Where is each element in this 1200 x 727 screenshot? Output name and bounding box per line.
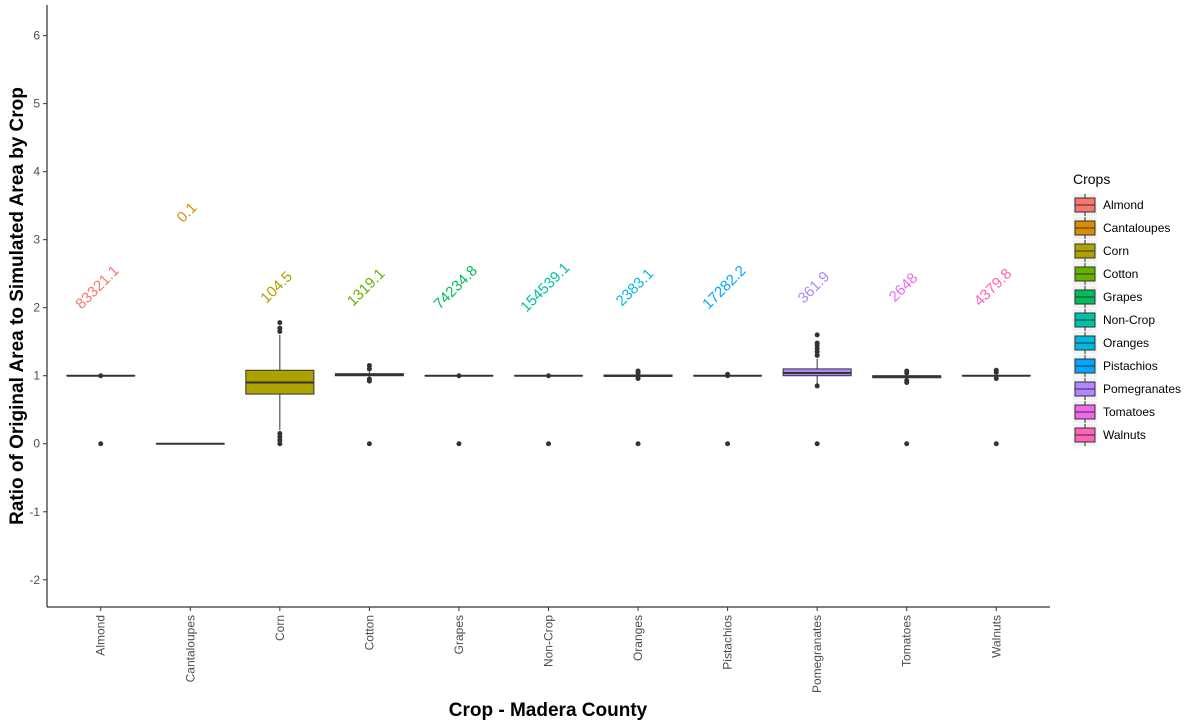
x-axis-title: Crop - Madera County xyxy=(449,700,648,721)
count-label: 83321.1 xyxy=(72,262,122,312)
outlier xyxy=(456,441,462,447)
outlier xyxy=(725,441,731,447)
outlier xyxy=(814,332,820,338)
outlier xyxy=(904,441,910,447)
outlier xyxy=(814,383,820,389)
legend-label: Oranges xyxy=(1103,336,1149,350)
legend-label: Pomegranates xyxy=(1103,382,1181,396)
outlier xyxy=(98,441,104,447)
outlier xyxy=(635,441,641,447)
outlier xyxy=(904,368,910,374)
y-tick-label: 4 xyxy=(33,165,40,179)
count-label: 361.9 xyxy=(795,268,834,307)
count-label: 2383.1 xyxy=(613,265,657,309)
count-label: 1319.1 xyxy=(344,265,388,309)
legend-label: Non-Crop xyxy=(1103,313,1155,327)
outlier xyxy=(277,325,283,331)
y-tick-label: -2 xyxy=(29,573,40,587)
legend-title: Crops xyxy=(1073,171,1110,187)
outlier xyxy=(904,377,910,383)
x-tick-label: Tomatoes xyxy=(900,615,914,667)
count-label: 2648 xyxy=(886,270,922,306)
y-tick-label: 5 xyxy=(33,97,40,111)
x-tick-label: Oranges xyxy=(631,615,645,661)
x-tick-label: Pistachios xyxy=(721,615,735,670)
outlier xyxy=(546,373,551,379)
y-tick-label: 3 xyxy=(33,233,40,247)
x-tick-label: Almond xyxy=(94,615,108,656)
outlier xyxy=(366,376,372,382)
legend-label: Cantaloupes xyxy=(1103,221,1170,235)
y-tick-label: 6 xyxy=(33,29,40,43)
outlier xyxy=(725,371,731,377)
count-label: 154539.1 xyxy=(517,259,573,315)
count-label: 104.5 xyxy=(257,268,296,307)
count-label: 4379.8 xyxy=(971,265,1015,309)
x-tick-label: Pomegranates xyxy=(810,615,824,693)
outlier xyxy=(993,441,999,447)
outlier xyxy=(814,340,820,346)
outlier xyxy=(277,320,283,326)
legend-label: Tomatoes xyxy=(1103,405,1155,419)
x-tick-label: Non-Crop xyxy=(542,615,556,667)
legend-label: Corn xyxy=(1103,244,1129,258)
outlier xyxy=(993,375,999,381)
outlier xyxy=(635,375,641,381)
legend-label: Pistachios xyxy=(1103,359,1158,373)
outlier xyxy=(98,373,104,379)
x-tick-label: Walnuts xyxy=(989,615,1003,658)
outlier xyxy=(366,441,372,447)
legend-label: Walnuts xyxy=(1103,428,1146,442)
x-tick-label: Cantaloupes xyxy=(183,615,197,682)
outlier xyxy=(635,368,641,374)
y-tick-label: -1 xyxy=(29,505,40,519)
count-label: 74234.8 xyxy=(431,262,481,312)
legend-label: Grapes xyxy=(1103,290,1142,304)
outlier xyxy=(277,431,283,437)
y-tick-label: 1 xyxy=(33,369,40,383)
count-label: 0.1 xyxy=(174,199,201,226)
x-tick-label: Grapes xyxy=(452,615,466,654)
y-tick-label: 2 xyxy=(33,301,40,315)
x-tick-label: Cotton xyxy=(362,615,376,650)
outlier xyxy=(456,373,462,379)
count-label: 17282.2 xyxy=(699,262,749,312)
outlier xyxy=(366,363,372,369)
y-axis-title: Ratio of Original Area to Simulated Area… xyxy=(7,87,28,525)
x-tick-label: Corn xyxy=(273,615,287,641)
outlier xyxy=(546,441,551,447)
y-tick-label: 0 xyxy=(33,437,40,451)
outlier xyxy=(814,441,820,447)
legend-label: Cotton xyxy=(1103,267,1138,281)
outlier xyxy=(993,367,999,373)
legend-label: Almond xyxy=(1103,198,1144,212)
